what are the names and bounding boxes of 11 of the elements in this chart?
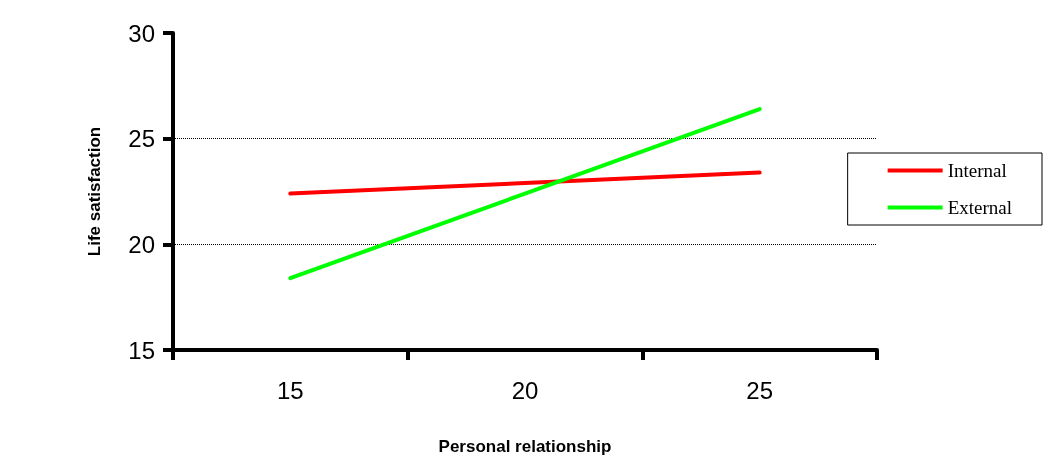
x-tick-label: 20 <box>511 376 539 404</box>
legend-label: Internal <box>947 160 1007 181</box>
legend-label: External <box>947 197 1012 218</box>
y-axis-title: Life satisfaction <box>85 126 104 257</box>
y-tick-label: 15 <box>128 336 155 364</box>
x-tick-label: 25 <box>746 376 774 404</box>
x-tick-label: 15 <box>276 376 304 404</box>
x-axis-title: Personal relationship <box>438 437 612 456</box>
y-tick-label: 30 <box>128 19 155 47</box>
y-tick-label: 25 <box>128 125 155 153</box>
y-tick-label: 20 <box>128 230 155 258</box>
